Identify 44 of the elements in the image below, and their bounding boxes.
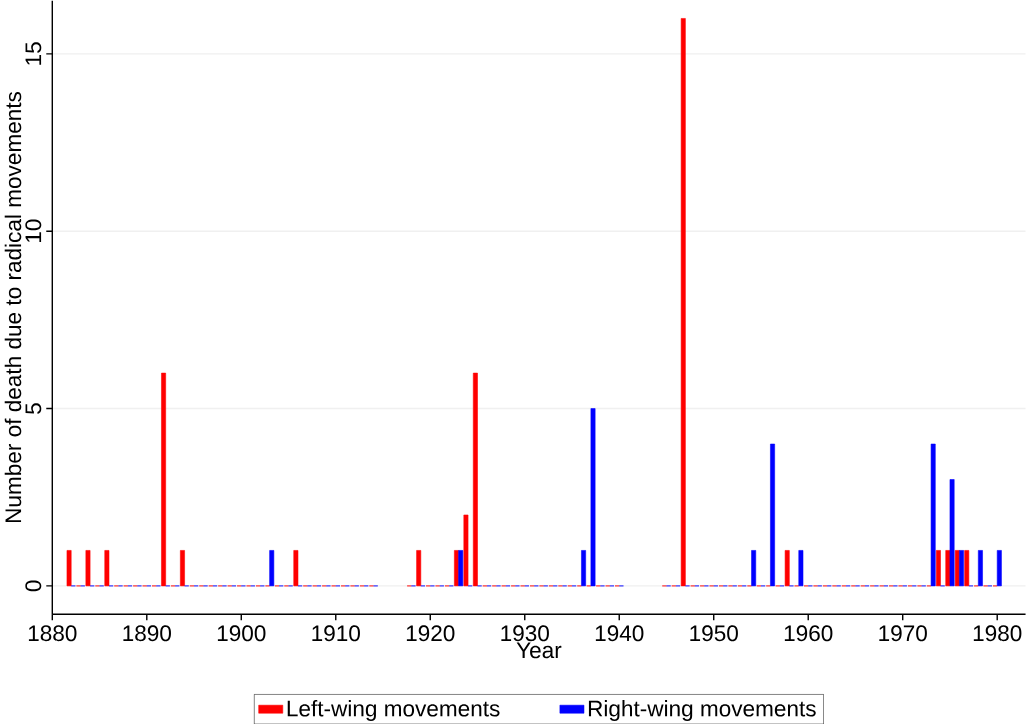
x-axis-title: Year <box>516 642 562 659</box>
bar <box>104 549 110 587</box>
bar <box>798 549 804 587</box>
x-tick-label: 1920 <box>406 625 455 642</box>
legend-label: Right-wing movements <box>588 699 816 721</box>
x-tick-label: 1970 <box>879 625 927 642</box>
y-tick-label: 5 <box>25 403 42 414</box>
y-tick-label: 15 <box>25 42 42 65</box>
bar <box>269 549 275 587</box>
bar <box>463 514 469 587</box>
x-tick-label: 1900 <box>217 625 266 642</box>
x-tick-label: 1950 <box>690 625 738 642</box>
bar <box>180 549 185 587</box>
bar <box>949 479 955 587</box>
bar <box>680 17 686 587</box>
bar <box>964 549 970 587</box>
bar <box>473 372 478 587</box>
y-tick-label: 10 <box>25 219 42 242</box>
x-tick-label: 1910 <box>312 625 360 642</box>
bar <box>581 549 586 587</box>
bar <box>996 549 1002 587</box>
x-tick-label: 1980 <box>973 625 1022 642</box>
x-tick-label: 1880 <box>28 625 77 642</box>
bar <box>416 549 422 587</box>
bar <box>784 549 790 587</box>
bar <box>293 549 299 587</box>
bar <box>590 408 596 587</box>
x-tick-label: 1930 <box>501 625 549 642</box>
legend-label: Left-wing movements <box>287 699 500 721</box>
y-axis-title: Number of death due to radical movements <box>4 91 22 522</box>
y-tick-label: 0 <box>25 580 42 592</box>
bar <box>458 549 464 587</box>
x-tick-label: 1960 <box>784 625 833 642</box>
x-tick-label: 1890 <box>123 625 171 642</box>
x-tick-label: 1940 <box>595 625 644 642</box>
bar <box>85 549 91 587</box>
bar <box>936 549 941 587</box>
bar <box>978 549 983 587</box>
bar <box>770 443 775 587</box>
bar <box>66 549 72 587</box>
bar <box>959 549 964 587</box>
bar <box>751 549 757 587</box>
bar <box>930 443 936 587</box>
bar <box>161 372 166 587</box>
